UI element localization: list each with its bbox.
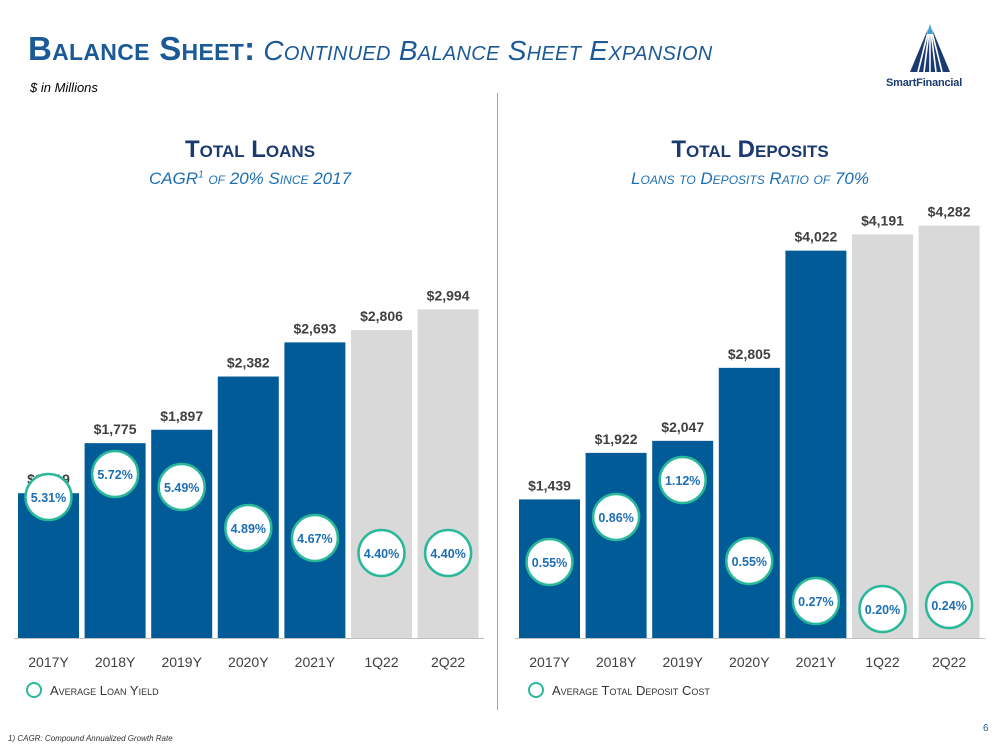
deposits-category-label: 1Q22 (865, 654, 899, 670)
loans-bar-1Q22 (351, 329, 412, 638)
deposits-bar-2020Y (718, 367, 780, 638)
deposits-legend: Average Total Deposit Cost (528, 682, 710, 698)
deposits-value-label: $4,282 (928, 204, 971, 220)
loans-category-label: 2020Y (228, 654, 269, 670)
loans-rate-circle (224, 503, 273, 553)
page-number: 6 (983, 723, 989, 734)
loans-category-label: 2021Y (295, 654, 336, 670)
loans-bar-2021Y (284, 342, 346, 638)
loans-subtitle-pre: CAGR (148, 169, 199, 188)
deposits-category-label: 2017Y (529, 654, 570, 670)
loans-rate-label: 5.72% (97, 468, 132, 482)
deposits-rate-label: 1.12% (665, 474, 700, 488)
loans-value-label: $1,897 (160, 408, 203, 424)
footnote-marker: 1 (198, 169, 204, 181)
deposits-value-label: $4,191 (861, 212, 904, 228)
loans-rate-circle (423, 528, 473, 578)
deposits-rate-circle (658, 455, 707, 505)
deposits-category-label: 2019Y (662, 654, 703, 670)
deposits-bar-1Q22 (852, 234, 913, 638)
loans-rate-label: 4.40% (430, 547, 465, 561)
deposits-rate-label: 0.27% (798, 595, 833, 609)
deposits-rate-label: 0.86% (598, 511, 633, 525)
deposits-legend-label: Average Total Deposit Cost (552, 682, 710, 698)
deposits-bar-2Q22 (918, 225, 980, 638)
loans-legend-label: Average Loan Yield (50, 682, 159, 698)
deposits-category-label: 2018Y (596, 654, 637, 670)
loans-value-label: $2,693 (293, 320, 336, 336)
deposits-rate-label: 0.55% (732, 555, 767, 569)
loans-rate-label: 5.49% (164, 481, 199, 495)
loans-category-label: 2017Y (28, 654, 69, 670)
loans-category-label: 2019Y (161, 654, 202, 670)
deposits-bar-2021Y (785, 250, 847, 638)
loans-rate-label: 5.31% (31, 491, 66, 505)
deposits-category-label: 2Q22 (932, 654, 966, 670)
loans-panel-subtitle: CAGR1 of 20% Since 2017 (100, 169, 400, 189)
page-title-sub: Continued Balance Sheet Expansion (263, 35, 713, 66)
loans-legend: Average Loan Yield (26, 682, 159, 698)
deposits-rate-label: 0.24% (931, 599, 966, 613)
loans-category-label: 2018Y (95, 654, 136, 670)
units-note: $ in Millions (30, 80, 98, 95)
logo-text: SmartFinancial (886, 77, 963, 89)
loans-rate-label: 4.40% (364, 547, 399, 561)
loans-rate-label: 4.67% (297, 532, 332, 546)
deposits-value-label: $1,439 (528, 477, 571, 493)
loans-value-label: $1,775 (94, 421, 137, 437)
loans-value-label: $2,382 (227, 355, 270, 371)
page-title-main: Balance Sheet: (28, 30, 256, 67)
deposits-panel-title: Total Deposits (671, 136, 829, 163)
smartfinancial-logo-icon (910, 23, 950, 73)
loans-subtitle-post: of 20% Since 2017 (203, 169, 352, 188)
loans-rate-circle (157, 462, 206, 512)
deposits-value-label: $4,022 (794, 229, 837, 245)
deposits-category-label: 2021Y (796, 654, 837, 670)
deposits-value-label: $2,047 (661, 419, 704, 435)
deposits-value-label: $2,805 (728, 346, 771, 362)
loans-rate-circle (357, 528, 406, 578)
loans-bar-2019Y (151, 429, 213, 638)
deposits-rate-circle (591, 492, 641, 542)
loans-bar-2Q22 (417, 309, 479, 638)
deposits-bar-2018Y (585, 452, 647, 638)
loans-rate-circle (90, 449, 140, 499)
loans-value-label: $2,994 (427, 287, 470, 303)
deposits-rate-circle (924, 580, 974, 630)
loans-value-label: $2,806 (360, 308, 403, 324)
deposits-rate-label: 0.55% (532, 556, 567, 570)
panel-divider (497, 93, 498, 710)
deposits-rate-circle (525, 537, 574, 587)
loans-category-label: 2Q22 (431, 654, 465, 670)
deposits-category-label: 2020Y (729, 654, 770, 670)
loans-rate-label: 4.89% (231, 522, 266, 536)
deposits-value-label: $1,922 (595, 431, 638, 447)
deposits-panel-subtitle: Loans to Deposits Ratio of 70% (631, 169, 869, 188)
deposits-rate-circle (858, 584, 907, 634)
loans-rate-circle (24, 472, 73, 522)
deposits-rate-label: 0.20% (865, 603, 900, 617)
page-title: Balance Sheet: Continued Balance Sheet Ex… (28, 30, 713, 68)
deposits-rate-circle (725, 536, 774, 586)
legend-circle-icon (528, 682, 544, 698)
loans-rate-circle (290, 513, 340, 563)
deposits-rate-circle (791, 576, 841, 626)
footnote: 1) CAGR: Compound Annualized Growth Rate (8, 734, 173, 743)
loans-panel-title: Total Loans (184, 136, 316, 163)
legend-circle-icon (26, 682, 42, 698)
loans-category-label: 1Q22 (364, 654, 398, 670)
